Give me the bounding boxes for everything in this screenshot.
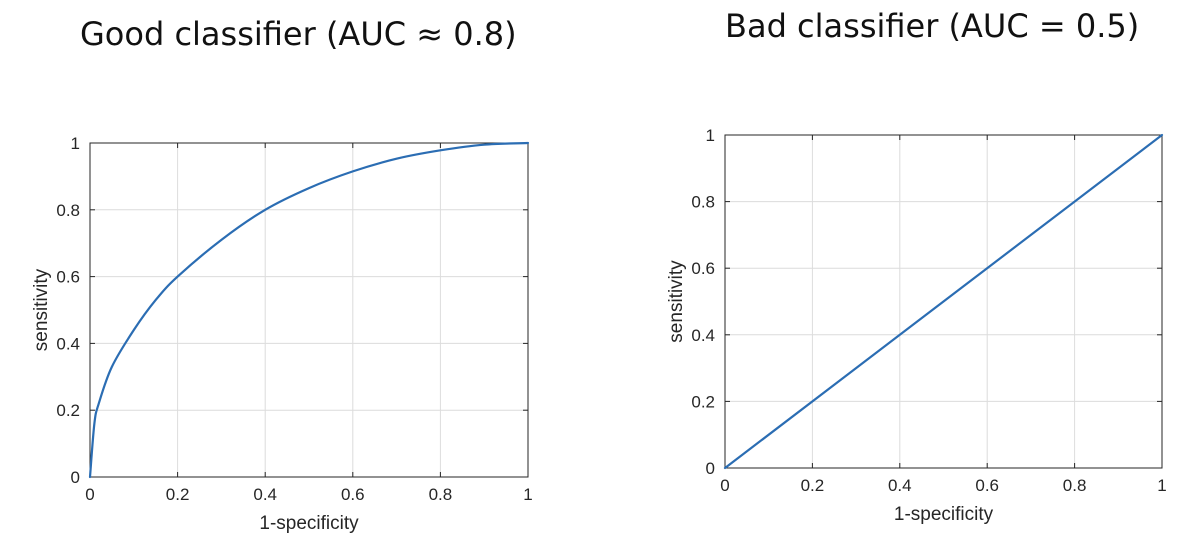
x-axis-label: 1-specificity (894, 504, 994, 525)
chart-bad: 0 0.2 0.4 0.6 0.8 1 0 0.2 0.4 0.6 0.8 1 1-specificit… (666, 126, 1167, 525)
y-axis-label: sensitivity (666, 260, 687, 343)
x-tick-label: 0.4 (253, 485, 277, 504)
x-axis-label: 1-specificity (259, 513, 359, 534)
x-tick-label: 0 (720, 476, 729, 495)
x-tick-label: 0.4 (888, 476, 912, 495)
x-tick-label: 1 (523, 485, 532, 504)
y-tick-label: 0 (71, 468, 80, 487)
chart-title-good: Good classifier (AUC ≈ 0.8) (80, 15, 517, 53)
y-tick-label: 0.6 (691, 259, 715, 278)
roc-curve-good (88, 141, 530, 479)
axis-box (724, 134, 1163, 469)
x-tick-label: 0.2 (166, 485, 190, 504)
x-tick-label: 0.8 (1063, 476, 1087, 495)
y-axis-label: sensitivity (31, 268, 52, 351)
x-tick-label: 0.2 (801, 476, 825, 495)
y-tick-label: 1 (706, 126, 715, 145)
y-tick-label: 0.2 (691, 392, 715, 411)
x-tick-label: 0.6 (341, 485, 365, 504)
x-tick-label: 0 (85, 485, 94, 504)
y-tick-label: 0.4 (691, 326, 715, 345)
y-tick-label: 1 (71, 134, 80, 153)
x-tick-label: 1 (1157, 476, 1166, 495)
x-tick-label: 0.8 (429, 485, 453, 504)
x-tick-label: 0.6 (975, 476, 999, 495)
y-tick-label: 0.6 (56, 268, 80, 287)
axis-box (89, 142, 529, 478)
y-tick-label: 0.4 (56, 334, 80, 353)
plot-area (90, 143, 528, 477)
y-tick-label: 0.8 (691, 193, 715, 212)
y-tick-label: 0.8 (56, 201, 80, 220)
chart-good: 0 0.2 0.4 0.6 0.8 1 0 0.2 0.4 0.6 0.8 1 1-specificit… (31, 134, 533, 534)
y-tick-label: 0.2 (56, 401, 80, 420)
y-tick-label: 0 (706, 459, 715, 478)
chart-title-bad: Bad classifier (AUC = 0.5) (725, 7, 1140, 45)
roc-curve-bad (723, 133, 1164, 470)
